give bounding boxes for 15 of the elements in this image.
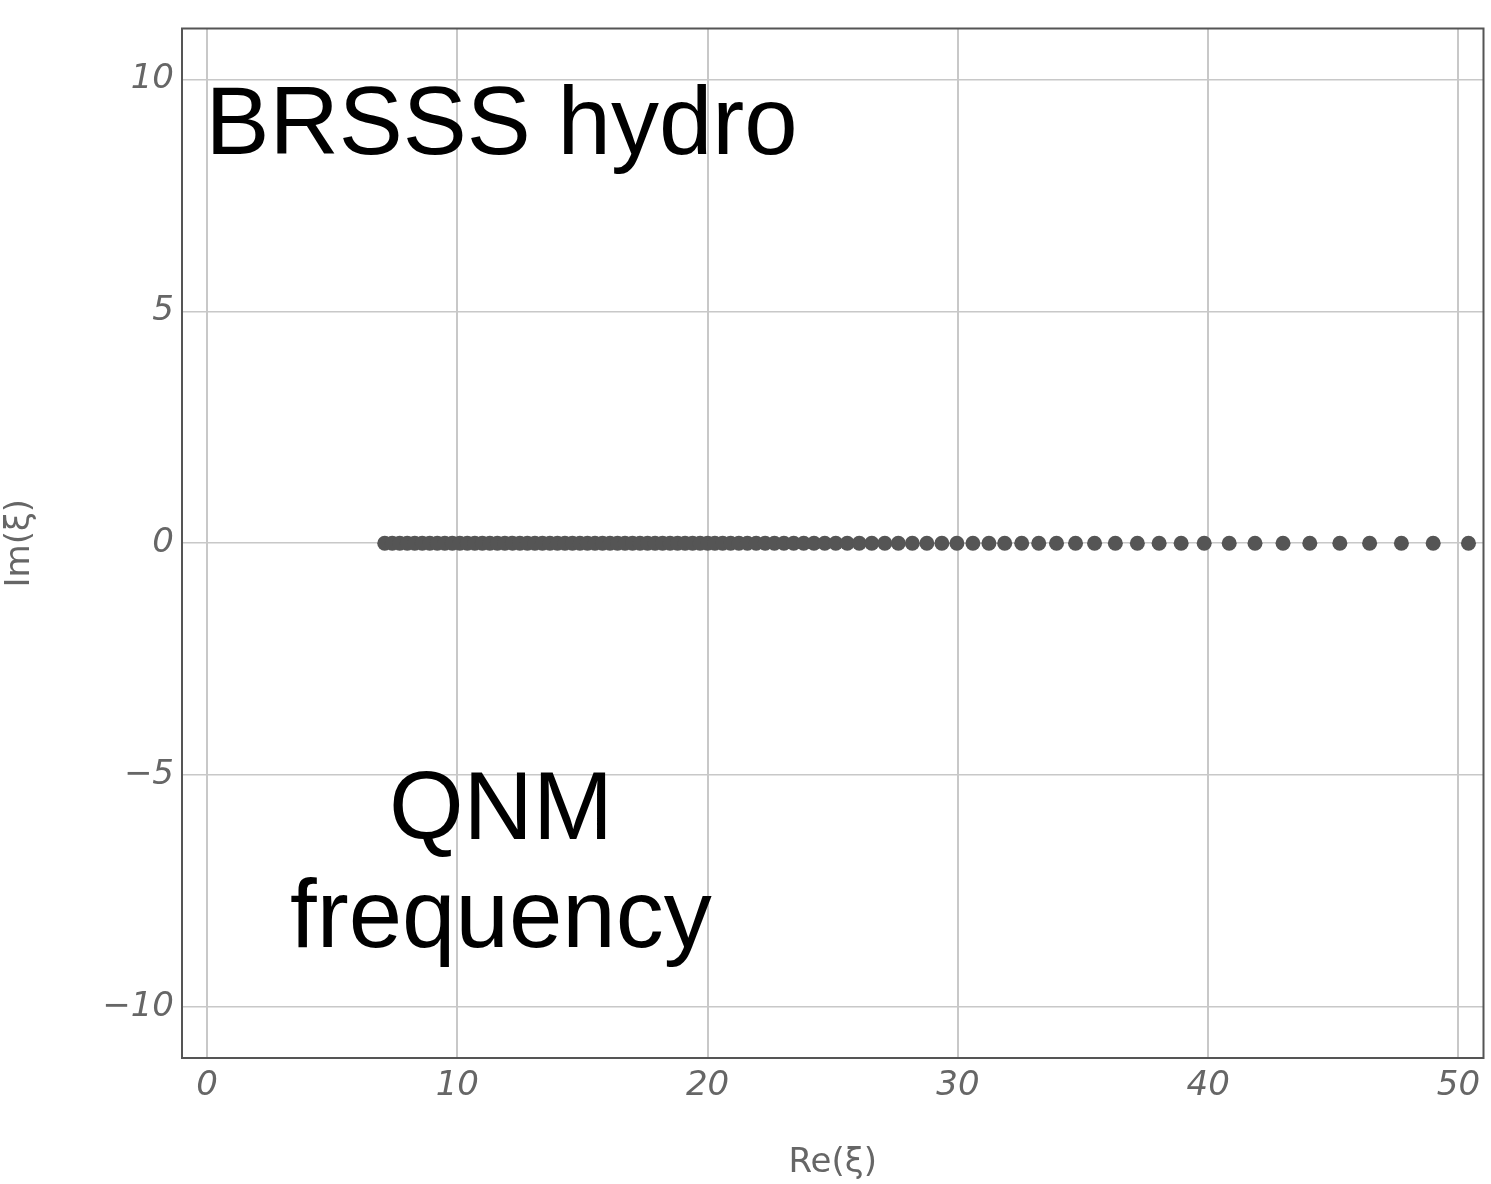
y-tick-label: 0	[152, 520, 174, 561]
y-axis-title: Im(ξ)	[0, 498, 38, 588]
x-tick-label: 0	[196, 1063, 218, 1104]
y-tick-label: 5	[152, 288, 174, 329]
annotation: BRSSS hydro	[205, 67, 798, 175]
x-tick-label: 20	[685, 1063, 730, 1104]
y-tick-label: −10	[102, 983, 174, 1024]
y-tick-label: 10	[130, 56, 174, 97]
x-tick-label: 50	[1436, 1063, 1481, 1104]
annotation: QNM frequency	[290, 751, 712, 967]
x-tick-label: 10	[435, 1063, 479, 1104]
x-tick-label: 30	[936, 1063, 980, 1104]
x-axis-title: Re(ξ)	[788, 1140, 878, 1181]
x-tick-label: 40	[1186, 1063, 1230, 1104]
y-tick-label: −5	[123, 751, 174, 792]
